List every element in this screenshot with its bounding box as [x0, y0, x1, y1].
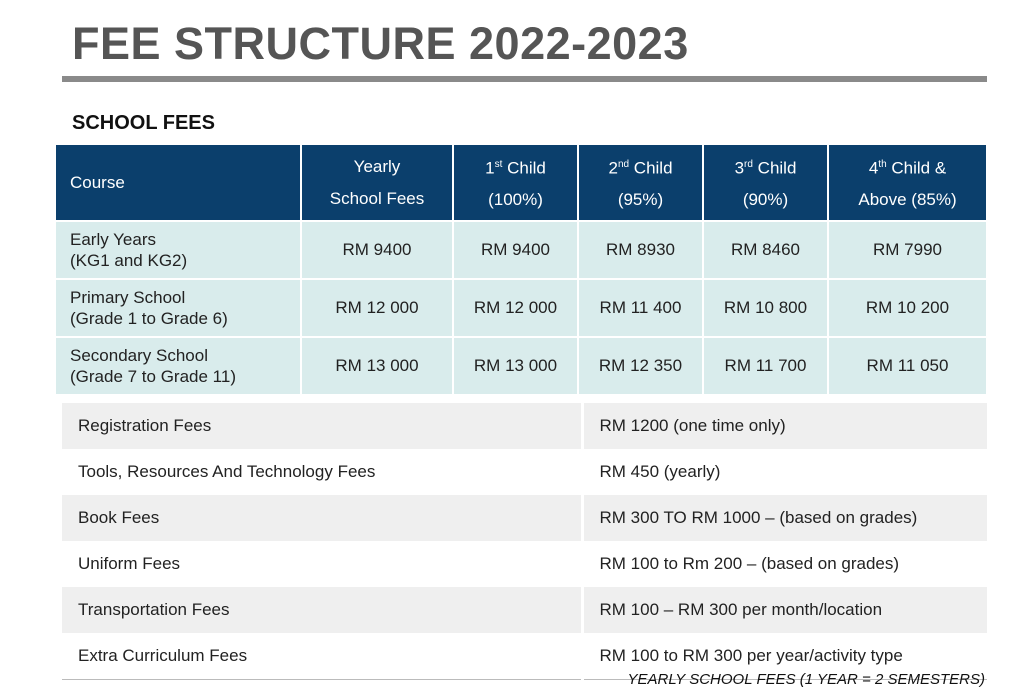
fee-cell: RM 7990 — [828, 220, 988, 280]
header-ordinal: nd — [617, 158, 630, 170]
fee-cell: RM 11 050 — [828, 336, 988, 396]
other-fees-table: Registration Fees RM 1200 (one time only)… — [62, 403, 987, 680]
fee-cell: RM 10 800 — [703, 278, 829, 338]
column-header: Yearly School Fees — [301, 145, 454, 221]
course-cell: Early Years (KG1 and KG2) — [56, 220, 302, 280]
fee-cell: RM 8460 — [703, 220, 829, 280]
fee-cell: RM 12 000 — [453, 278, 579, 338]
fee-value: RM 450 (yearly) — [599, 462, 721, 481]
fee-cell: RM 8930 — [578, 220, 704, 280]
table-row: Primary School (Grade 1 to Grade 6) RM 12 … — [56, 278, 988, 338]
header-line2: (100%) — [488, 190, 543, 210]
fee-name: Registration Fees — [62, 403, 584, 449]
table-row: Uniform Fees RM 100 to Rm 200 – (based on… — [62, 541, 987, 587]
header-number: 2 — [608, 158, 618, 178]
school-fees-table: Course Yearly School Fees 1st Child (100%) 2n… — [56, 145, 988, 396]
header-line1: Child — [752, 158, 797, 178]
fee-cell: RM 9400 — [301, 220, 454, 280]
fee-cell: RM 10 200 — [828, 278, 988, 338]
course-name: Secondary School — [70, 346, 208, 365]
table-row: Book Fees RM 300 TO RM 1000 – (based on g… — [62, 495, 987, 541]
table-row: Extra Curriculum Fees RM 100 to RM 300 pe… — [62, 633, 987, 680]
fee-cell: RM 11 700 — [703, 336, 829, 396]
header-line1: Child — [629, 158, 673, 178]
column-header: 3rd Child (90%) — [703, 145, 829, 221]
column-header: 1st Child (100%) — [453, 145, 579, 221]
column-header: 2nd Child (95%) — [578, 145, 704, 221]
course-name: Early Years — [70, 230, 156, 249]
fee-cell: RM 13 000 — [453, 336, 579, 396]
fee-name: Book Fees — [62, 495, 584, 541]
course-grades: (Grade 1 to Grade 6) — [70, 309, 228, 328]
fee-value: RM 100 to Rm 200 – (based on grades) — [599, 554, 900, 573]
header-number: 3 — [734, 158, 745, 178]
header-line1: Yearly — [353, 156, 401, 176]
fee-value: RM 300 TO RM 1000 – (based on grades) — [582, 495, 987, 541]
fee-name: Tools, Resources And Technology Fees — [62, 449, 584, 495]
column-header: Course — [56, 145, 302, 221]
table-row: Secondary School (Grade 7 to Grade 11) RM … — [56, 336, 988, 396]
title-divider — [62, 76, 987, 82]
header-line1: Child — [502, 158, 546, 178]
header-line1: Course — [70, 172, 125, 192]
table-row: Registration Fees RM 1200 (one time only) — [62, 403, 987, 449]
fee-cell: RM 13 000 — [301, 336, 454, 396]
header-line2: (95%) — [617, 190, 664, 210]
header-line2: Above (85%) — [858, 190, 957, 210]
page-title: FEE STRUCTURE 2022-2023 — [72, 18, 689, 69]
course-cell: Secondary School (Grade 7 to Grade 11) — [56, 336, 302, 396]
fee-cell: RM 12 350 — [578, 336, 704, 396]
table-row: Transportation Fees RM 100 – RM 300 per m… — [62, 587, 987, 633]
section-title: SCHOOL FEES — [72, 112, 215, 134]
fee-cell: RM 12 000 — [301, 278, 454, 338]
header-line2: School Fees — [329, 188, 425, 208]
course-grades: (KG1 and KG2) — [70, 251, 188, 270]
table-row: Early Years (KG1 and KG2) RM 9400 RM 9400 RM… — [56, 220, 988, 280]
fee-cell: RM 11 400 — [578, 278, 704, 338]
header-line2: (90%) — [742, 190, 789, 210]
fee-name: Uniform Fees — [62, 541, 584, 587]
header-number: 1 — [485, 158, 495, 178]
footnote: YEARLY SCHOOL FEES (1 YEAR = 2 SEMESTERS… — [627, 671, 985, 688]
course-name: Primary School — [70, 288, 186, 307]
fee-name: Transportation Fees — [62, 587, 584, 633]
course-cell: Primary School (Grade 1 to Grade 6) — [56, 278, 302, 338]
fee-value: RM 1200 (one time only) — [582, 403, 987, 449]
fee-cell: RM 9400 — [453, 220, 579, 280]
header-number: 4 — [868, 158, 879, 178]
header-ordinal: th — [878, 158, 887, 170]
fee-value: RM 100 to RM 300 per year/activity type — [582, 633, 987, 680]
fee-value: RM 100 – RM 300 per month/location — [582, 587, 987, 633]
table-row: Tools, Resources And Technology Fees RM 4… — [62, 449, 987, 495]
column-header: 4th Child & Above (85%) — [828, 145, 988, 221]
header-line1: Child & — [886, 158, 947, 178]
course-grades: (Grade 7 to Grade 11) — [70, 367, 236, 386]
header-ordinal: st — [494, 158, 503, 170]
header-ordinal: rd — [744, 158, 753, 170]
fee-name: Extra Curriculum Fees — [62, 633, 584, 680]
